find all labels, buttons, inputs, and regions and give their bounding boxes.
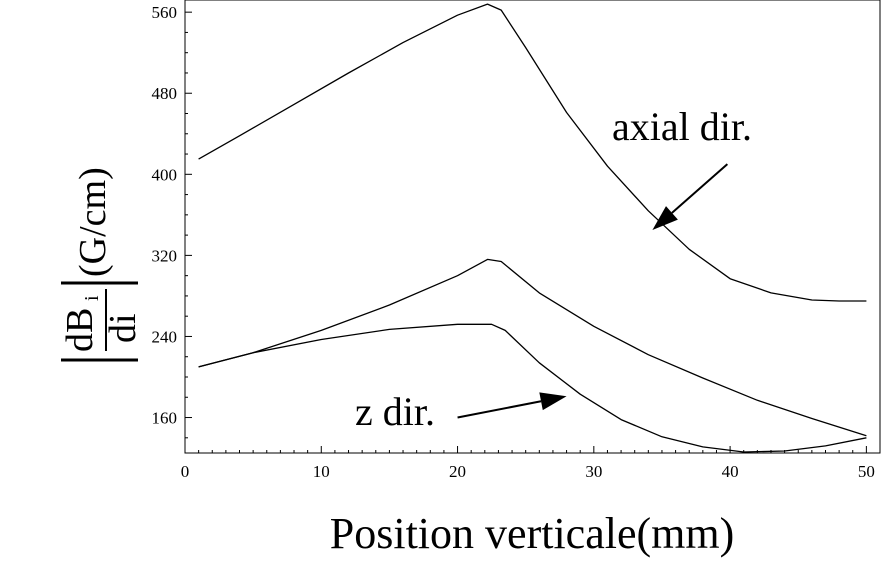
x-axis-label: Position verticale(mm) xyxy=(330,509,734,558)
x-tick-label: 0 xyxy=(181,462,190,481)
y-label-numerator: dB xyxy=(59,308,101,352)
plot-frame xyxy=(184,0,881,454)
y-label-subscript: i xyxy=(81,295,103,301)
z-arrow-shaft xyxy=(457,400,542,419)
y-axis-label: dB i di (G/cm) xyxy=(59,167,144,362)
x-tick-label: 50 xyxy=(858,462,875,481)
axial-arrow-shaft xyxy=(671,163,729,214)
y-label-unit: (G/cm) xyxy=(72,167,114,277)
ticks: 0 10 20 30 40 50 160 240 320 400 480 560 xyxy=(152,3,881,481)
x-tick-label: 10 xyxy=(313,462,330,481)
x-tick-label: 30 xyxy=(585,462,602,481)
series-layer xyxy=(198,3,867,453)
y-tick-label: 240 xyxy=(152,327,178,346)
series-line-2 xyxy=(198,258,867,437)
z-arrow-head xyxy=(539,392,567,411)
series-line-1 xyxy=(198,3,867,302)
y-tick-label: 480 xyxy=(152,84,178,103)
annotation-axial-dir: axial dir. xyxy=(612,104,752,149)
axial-arrow-head xyxy=(652,206,678,231)
x-tick-label: 40 xyxy=(722,462,739,481)
y-tick-label: 560 xyxy=(152,3,178,22)
annotation-layer: axial dir. z dir. xyxy=(355,104,752,434)
y-label-denominator: di xyxy=(102,313,144,343)
x-tick-label: 20 xyxy=(449,462,466,481)
annotation-z-dir: z dir. xyxy=(355,389,435,434)
y-tick-label: 400 xyxy=(152,165,178,184)
y-tick-label: 320 xyxy=(152,246,178,265)
y-tick-label: 160 xyxy=(152,409,178,428)
series-line-3 xyxy=(198,323,867,453)
